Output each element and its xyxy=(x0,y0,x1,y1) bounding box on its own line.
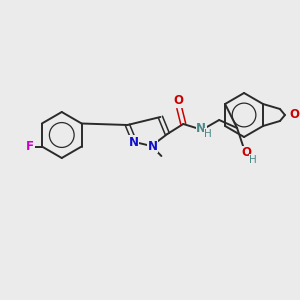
Text: F: F xyxy=(26,140,34,153)
Text: O: O xyxy=(241,146,251,160)
Text: H: H xyxy=(249,155,257,165)
Text: N: N xyxy=(128,136,139,148)
Text: N: N xyxy=(196,122,206,134)
Text: O: O xyxy=(289,109,299,122)
Text: O: O xyxy=(173,94,183,107)
Text: N: N xyxy=(147,140,158,152)
Text: H: H xyxy=(204,129,212,139)
